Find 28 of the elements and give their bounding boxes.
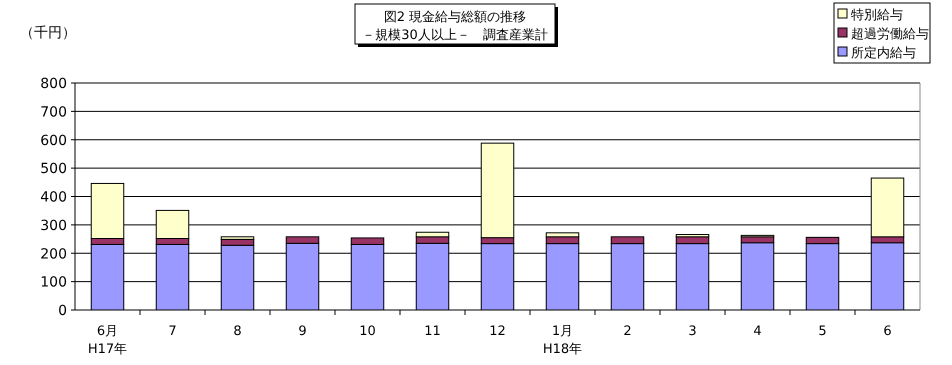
x-tick-label: 1月 H18年 (542, 324, 582, 357)
x-tick-label: 8 (233, 324, 242, 339)
x-tick-label: 3 (688, 324, 697, 339)
legend-label: 所定内給与 (851, 46, 916, 61)
x-tick-label: 6 (883, 324, 892, 339)
chart-title: 図2 現金給与総額の推移 (384, 10, 526, 25)
x-tick-label: 2 (623, 324, 632, 339)
y-tick-label: 600 (40, 132, 67, 149)
y-tick-label: 700 (40, 104, 67, 120)
x-tick-label: 7 (168, 324, 177, 339)
y-tick-label: 200 (40, 246, 67, 262)
y-tick-label: 500 (40, 161, 67, 178)
y-axis-title: （千円） (20, 25, 76, 41)
x-tick-label: 9 (298, 324, 307, 339)
y-tick-label: 300 (40, 218, 67, 234)
y-tick-label: 0 (58, 303, 67, 319)
x-tick-label: 11 (424, 324, 441, 339)
chart-subtitle: －規模30人以上－ 調査産業計 (362, 27, 548, 43)
y-tick-label: 400 (40, 190, 67, 206)
x-tick-label: 12 (489, 324, 506, 339)
x-tick-label: 10 (359, 324, 376, 339)
x-tick-label: 6月 H17年 (88, 324, 128, 357)
x-tick-label: 5 (818, 324, 827, 339)
x-tick-label: 4 (753, 324, 762, 339)
y-tick-label: 100 (40, 274, 67, 291)
legend-label: 超過労働給与 (851, 27, 929, 42)
legend-label: 特別給与 (851, 8, 903, 23)
y-tick-label: 800 (40, 76, 67, 92)
